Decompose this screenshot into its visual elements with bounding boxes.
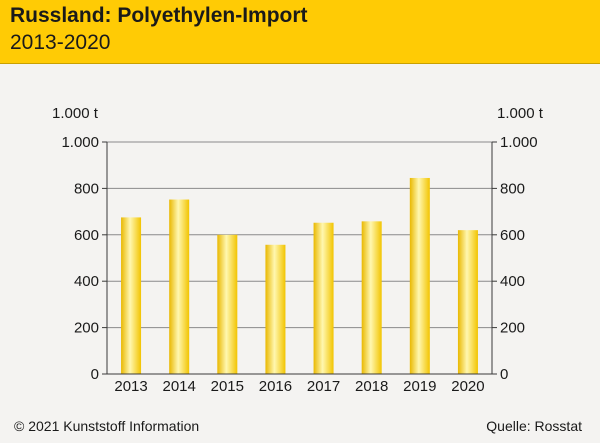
x-tick-label: 2017 [307,378,340,395]
x-tick-label: 2016 [259,378,292,395]
y-axis-unit-right: 1.000 t [497,105,544,122]
bars [121,177,478,374]
y-tick-label-left: 0 [91,366,99,383]
y-tick-label-right: 400 [500,273,525,290]
y-tick-label-left: 800 [74,180,99,197]
source-note: Quelle: Rosstat [486,418,582,434]
header-banner: Russland: Polyethylen-Import 2013-2020 [0,0,600,64]
bar-2018 [361,221,382,374]
x-tick-label: 2014 [163,378,196,395]
axes [102,141,497,375]
bar-2017 [313,222,334,374]
bar-2019 [409,177,430,374]
copyright-note: © 2021 Kunststoff Information [14,418,200,434]
x-tick-label: 2013 [114,378,147,395]
x-tick-label: 2018 [355,378,388,395]
bar-2016 [265,244,286,374]
y-tick-label-left: 400 [74,273,99,290]
grid-lines [107,141,492,329]
y-tick-label-left: 600 [74,227,99,244]
y-tick-labels-right: 0 200 400 600 800 1.000 [500,134,538,383]
chart-subtitle: 2013-2020 [10,31,111,54]
y-tick-label-left: 200 [74,320,99,337]
bar-2014 [169,199,190,374]
bar-2015 [217,234,238,374]
y-tick-labels-left: 0 200 400 600 800 1.000 [61,134,99,383]
y-axis-unit-left: 1.000 t [52,105,99,122]
y-tick-label-right: 1.000 [500,134,538,151]
x-tick-labels: 2013 2014 2015 2016 2017 2018 2019 2020 [114,378,484,395]
y-tick-label-right: 800 [500,180,525,197]
x-tick-label: 2020 [451,378,484,395]
bar-2013 [121,217,142,374]
y-tick-label-right: 200 [500,320,525,337]
bar-2020 [457,230,478,374]
x-tick-label: 2019 [403,378,436,395]
x-tick-label: 2015 [211,378,244,395]
y-tick-label-right: 0 [500,366,508,383]
y-tick-label-left: 1.000 [61,134,99,151]
y-tick-label-right: 600 [500,227,525,244]
chart-title: Russland: Polyethylen-Import [10,4,308,27]
